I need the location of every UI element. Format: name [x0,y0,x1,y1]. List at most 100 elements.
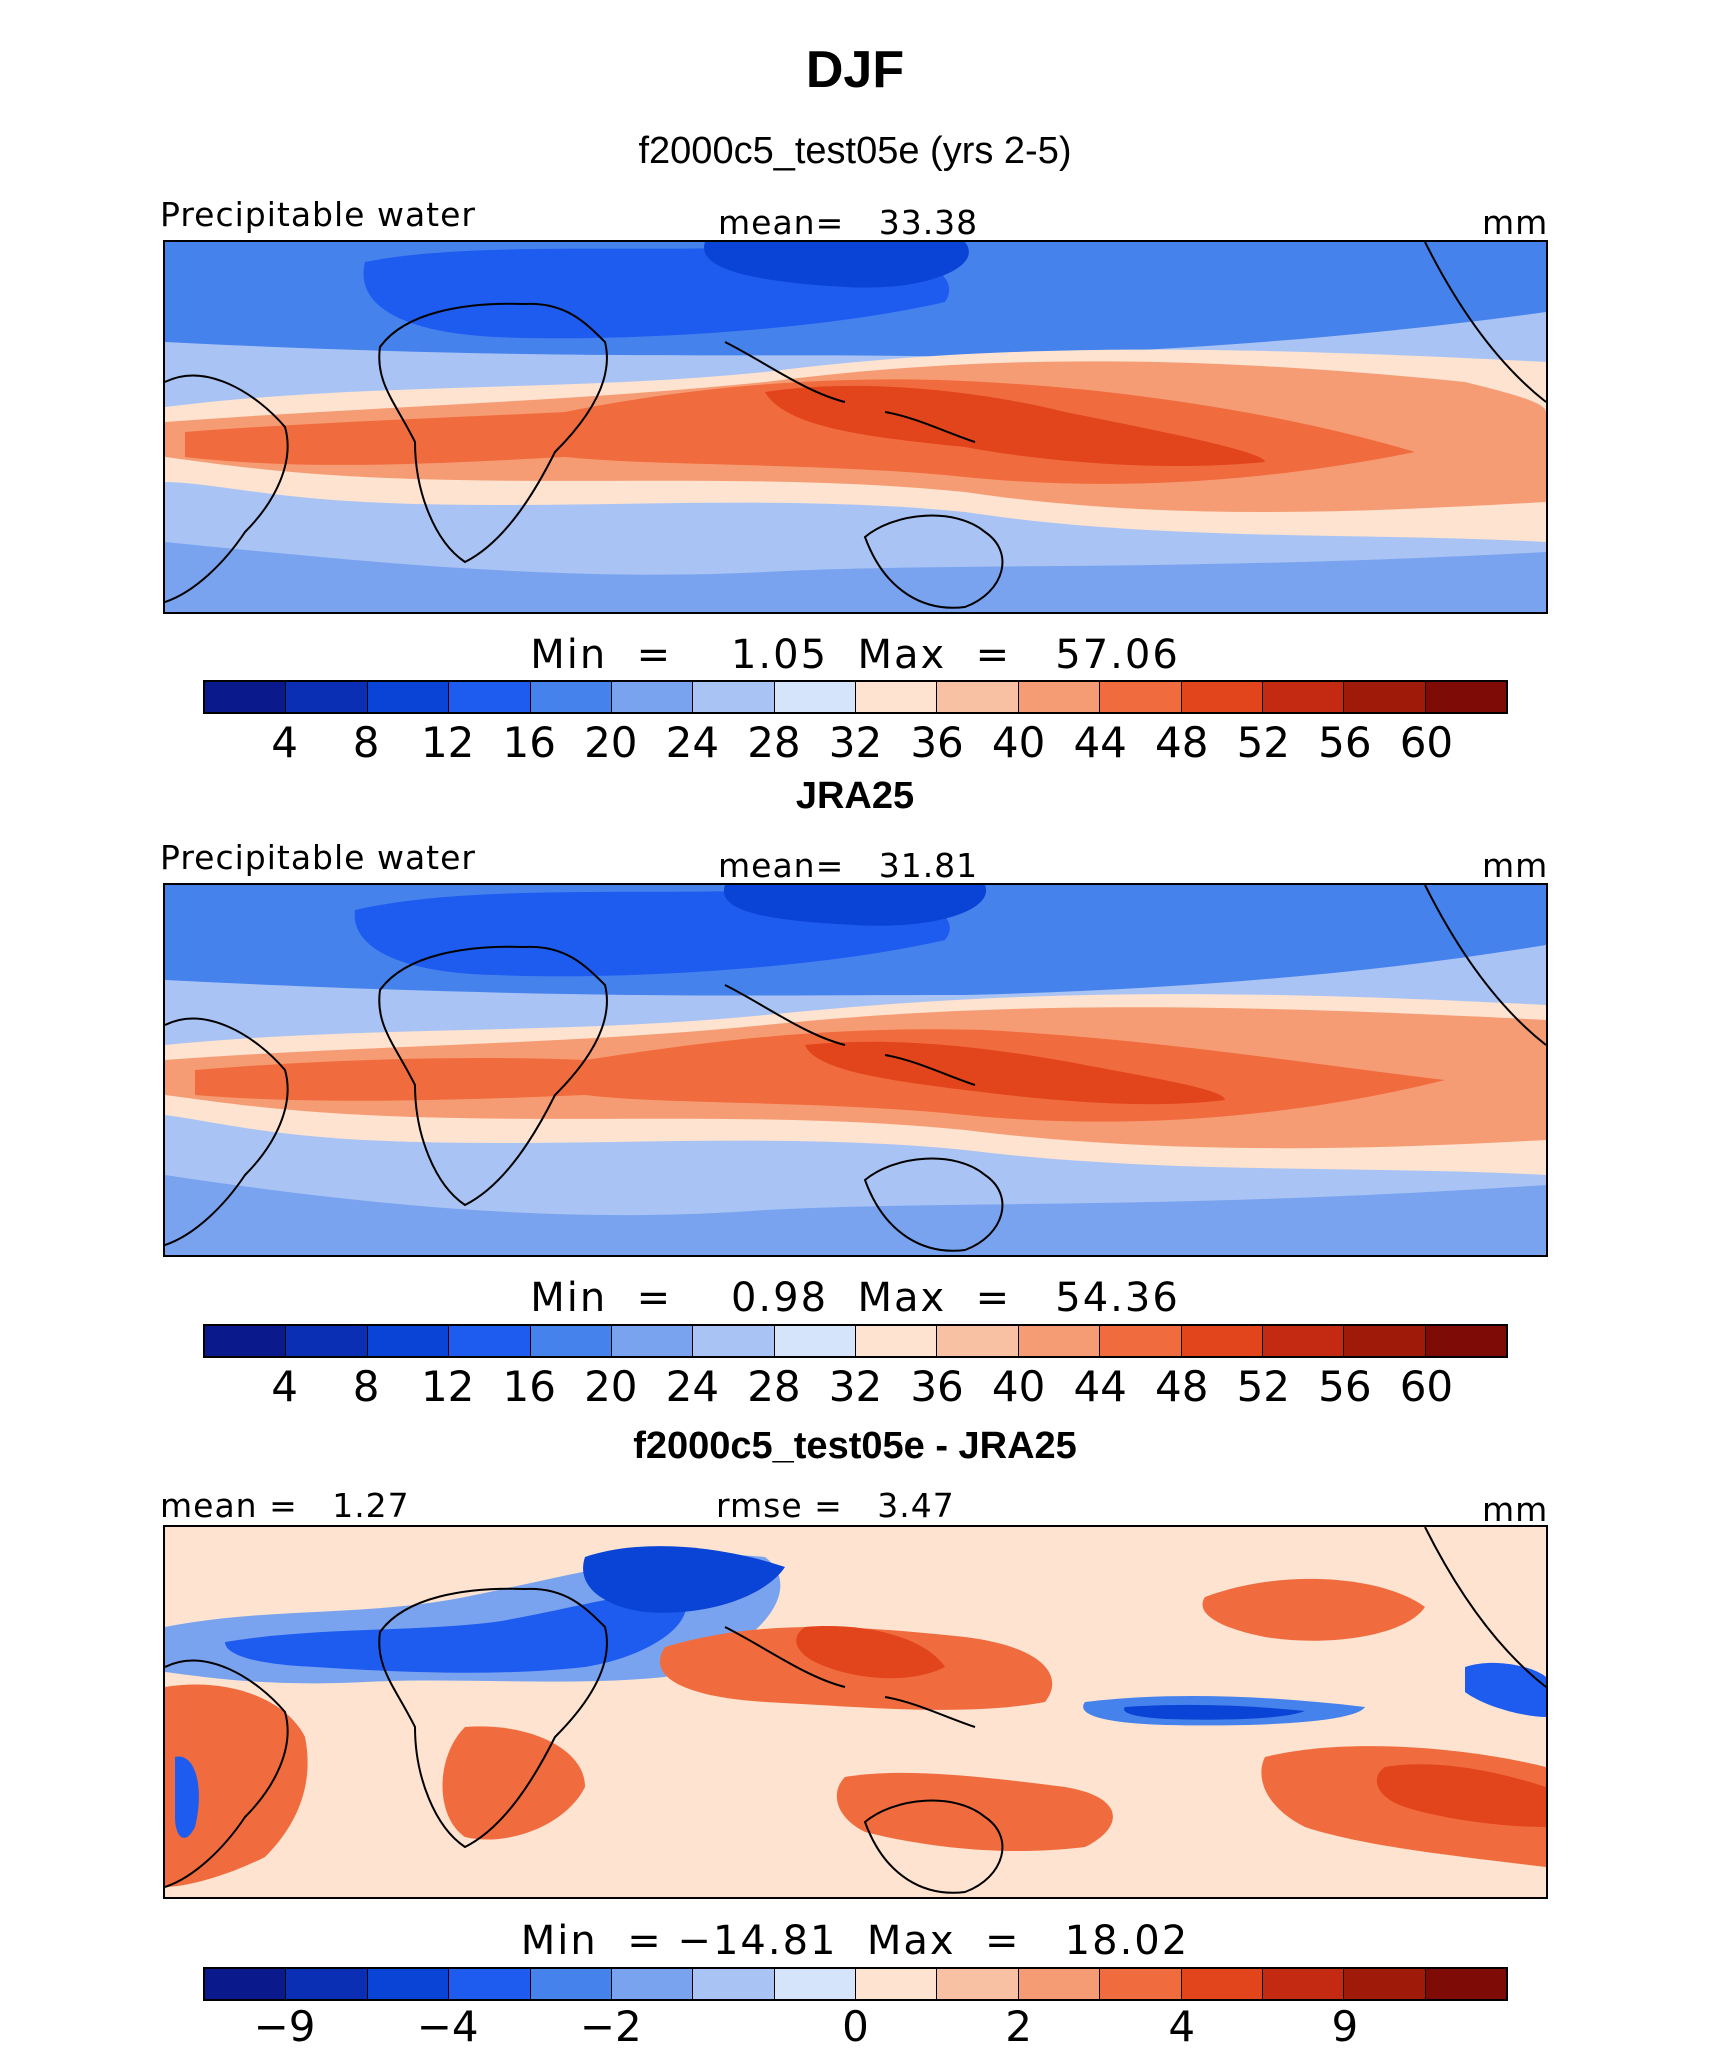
panel-1-mean-label: mean= 33.38 [718,203,979,242]
colorbar-swatch [1018,1326,1101,1356]
colorbar-tick-label: −9 [253,2002,316,2051]
colorbar-swatch [1344,682,1426,712]
panel-2-units: mm [1482,846,1549,885]
panel-3-title: f2000c5_test05e - JRA25 [633,1425,1077,1467]
colorbar-swatch [449,682,531,712]
colorbar-swatch [449,1969,531,1999]
colorbar-tick-label: 20 [584,718,638,767]
panel-3-mean-label: mean = 1.27 [160,1486,410,1525]
colorbar-tick-label: 40 [991,718,1046,767]
colorbar-swatch [286,682,368,712]
colorbar-swatch [1018,1969,1101,1999]
colorbar-tick-label: 40 [991,1362,1046,1411]
colorbar-tick-label: 4 [271,1362,298,1411]
panel-1-map [163,240,1548,614]
colorbar-tick-label: 28 [747,718,801,767]
panel-3-rmse-label: rmse = 3.47 [716,1486,955,1525]
colorbar-tick-label: 8 [352,718,380,767]
colorbar-swatch [937,1969,1019,1999]
colorbar-tick-label: 9 [1331,2002,1359,2051]
panel-1-title: f2000c5_test05e (yrs 2-5) [638,130,1072,172]
panel-1-min-max: Min = 1.05 Max = 57.06 [530,632,1180,678]
colorbar-swatch [693,682,775,712]
colorbar-swatch [530,1969,612,1999]
colorbar-swatch [1100,1969,1182,1999]
panel-1-colorbar [203,680,1508,714]
colorbar-tick-label: 32 [828,1362,883,1411]
colorbar-tick-label: 4 [271,718,298,767]
colorbar-swatch [1262,682,1345,712]
colorbar-tick-label: 16 [502,718,556,767]
colorbar-tick-label: 4 [1168,2002,1196,2051]
colorbar-swatch [286,1969,368,1999]
panel-3-min-max: Min = −14.81 Max = 18.02 [520,1918,1190,1964]
colorbar-swatch [856,1969,938,1999]
colorbar-tick-label: 12 [420,1362,475,1411]
colorbar-swatch [856,1326,938,1356]
panel-3-map [163,1525,1548,1899]
colorbar-tick-label: −2 [579,2002,642,2051]
panel-2-mean-label: mean= 31.81 [718,846,979,885]
colorbar-swatch [367,682,450,712]
colorbar-tick-label: 36 [910,718,964,767]
colorbar-tick-label: 36 [910,1362,964,1411]
panel-3-colorbar [203,1967,1508,2001]
colorbar-tick-label: 48 [1155,1362,1209,1411]
colorbar-tick-label: 20 [584,1362,638,1411]
panel-2-colorbar-ticks: 4 8 12 16 20 24 28 32 36 40 44 48 52 56 60 [203,1362,1508,1411]
panel-3-map-field [165,1527,1546,1897]
colorbar-swatch [1262,1326,1345,1356]
colorbar-swatch [1344,1326,1426,1356]
colorbar-tick-label: 44 [1073,718,1127,767]
figure-title: DJF [805,41,905,99]
colorbar-tick-label: 0 [842,2002,869,2051]
colorbar-tick-label: −4 [416,2002,479,2051]
colorbar-swatch [611,682,694,712]
colorbar-swatch [1425,1969,1506,1999]
panel-2-variable-label: Precipitable water [160,838,476,877]
colorbar-swatch [611,1969,694,1999]
panel-2-map [163,883,1548,1257]
colorbar-swatch [937,682,1019,712]
colorbar-swatch [1100,682,1182,712]
colorbar-tick-label: 32 [828,718,883,767]
colorbar-tick-label: 52 [1236,1362,1291,1411]
panel-2-title: JRA25 [795,775,915,817]
panel-2-min-max: Min = 0.98 Max = 54.36 [530,1275,1180,1321]
colorbar-swatch [530,1326,612,1356]
panel-3-units: mm [1482,1490,1549,1529]
colorbar-tick-label: 56 [1318,1362,1372,1411]
panel-1-map-field [165,242,1546,612]
colorbar-swatch [367,1326,450,1356]
colorbar-swatch [367,1969,450,1999]
colorbar-tick-label: 56 [1318,718,1372,767]
colorbar-tick-label: 8 [352,1362,380,1411]
colorbar-swatch [205,1969,287,1999]
colorbar-swatch [286,1326,368,1356]
colorbar-swatch [774,682,856,712]
panel-1-units: mm [1482,203,1549,242]
colorbar-swatch [1262,1969,1345,1999]
panel-2-colorbar [203,1324,1508,1358]
colorbar-swatch [1344,1969,1426,1999]
colorbar-swatch [1425,1326,1506,1356]
colorbar-swatch [856,682,938,712]
colorbar-tick-label: 44 [1073,1362,1127,1411]
colorbar-swatch [1018,682,1101,712]
colorbar-tick-label: 60 [1399,1362,1454,1411]
colorbar-swatch [774,1326,856,1356]
colorbar-tick-label: 24 [665,718,720,767]
colorbar-swatch [530,682,612,712]
colorbar-tick-label: 2 [1005,2002,1032,2051]
colorbar-swatch [1181,1969,1263,1999]
colorbar-tick-label: 28 [747,1362,801,1411]
colorbar-swatch [774,1969,856,1999]
colorbar-swatch [1181,682,1263,712]
colorbar-swatch [205,682,287,712]
colorbar-tick-label: 48 [1155,718,1209,767]
colorbar-tick-label: 52 [1236,718,1291,767]
colorbar-tick-label: 16 [502,1362,556,1411]
panel-1-variable-label: Precipitable water [160,195,476,234]
colorbar-swatch [693,1326,775,1356]
colorbar-swatch [205,1326,287,1356]
